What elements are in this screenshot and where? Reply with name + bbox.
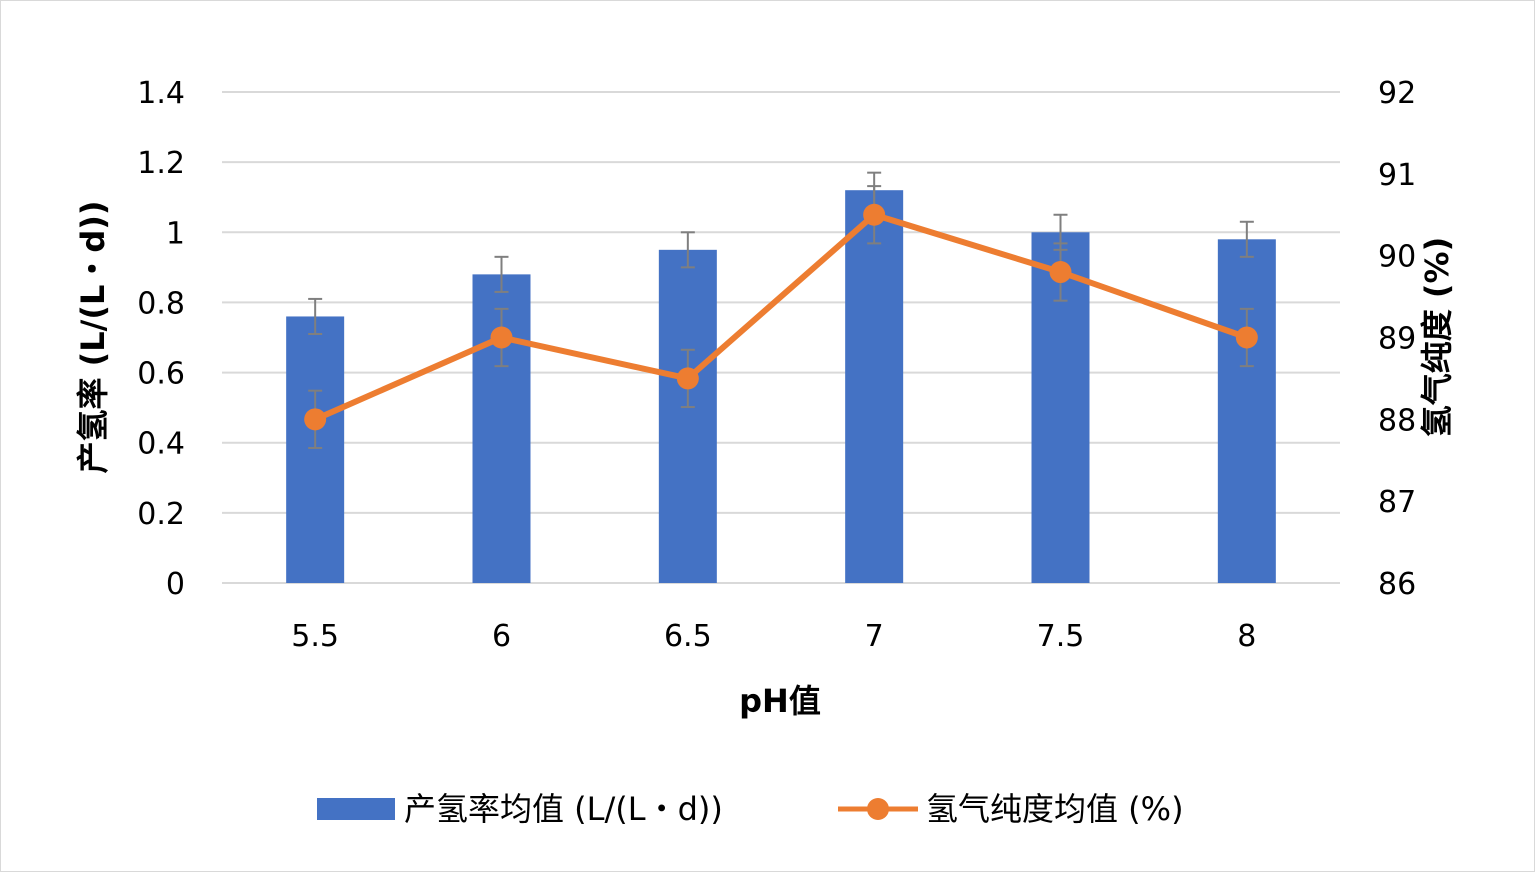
left-tick-label: 1.2 [137,146,185,181]
grid-lines [222,91,1340,584]
bar [658,249,717,584]
left-tick-label: 0.4 [137,427,185,462]
right-axis-title: 氢气纯度 (%) [1418,237,1456,437]
right-tick-label: 89 [1378,322,1416,357]
x-axis-title: pH值 [739,682,821,720]
bar-error-bar [494,255,509,293]
right-tick-label: 87 [1378,485,1416,520]
legend-label-bar: 产氢率均值 (L/(L・d)) [404,790,723,828]
line-point [676,367,699,390]
line-error-bars [308,185,1254,449]
right-tick-label: 92 [1378,76,1416,111]
bar [845,190,904,583]
bar-error-bars [308,171,1254,335]
right-tick-label: 88 [1378,403,1416,438]
left-tick-label: 0.8 [137,286,185,321]
line-point [1049,261,1072,284]
bar-error-bar [680,231,695,269]
x-tick-label: 8 [1237,619,1256,654]
bar [286,316,345,583]
x-tick-label: 7.5 [1037,619,1085,654]
legend-label-line: 氢气纯度均值 (%) [926,790,1184,828]
left-tick-label: 1.4 [137,76,185,111]
line-series [304,203,1258,431]
x-tick-label: 7 [865,619,884,654]
right-tick-label: 86 [1378,567,1416,602]
right-axis-ticks: 86 87 88 89 90 91 92 [1378,76,1416,602]
right-tick-label: 91 [1378,158,1416,193]
left-axis-ticks: 0 0.2 0.4 0.6 0.8 1 1.2 1.4 [137,76,185,602]
x-tick-label: 6 [492,619,511,654]
right-tick-label: 90 [1378,240,1416,275]
legend-swatch-marker [867,798,889,820]
left-tick-label: 0 [166,567,185,602]
bar-series [286,190,1276,584]
line-point [304,408,327,431]
bar-error-bar [308,297,323,335]
line-point [863,203,886,226]
bar [1217,239,1276,584]
bar-error-bar [1239,220,1254,258]
purity-line [313,211,1248,423]
legend-swatch-bar [317,798,395,820]
left-tick-label: 0.2 [137,497,185,532]
line-point [490,326,513,349]
x-axis-ticks: 5.5 6 6.5 7 7.5 8 [291,619,1256,654]
left-tick-label: 1 [166,216,185,251]
x-tick-label: 6.5 [664,619,712,654]
x-tick-label: 5.5 [291,619,339,654]
line-point [1235,326,1258,349]
left-axis-title: 产氢率 (L/(L・d)) [74,200,112,473]
left-tick-label: 0.6 [137,357,185,392]
legend: 产氢率均值 (L/(L・d)) 氢气纯度均值 (%) [317,790,1184,828]
